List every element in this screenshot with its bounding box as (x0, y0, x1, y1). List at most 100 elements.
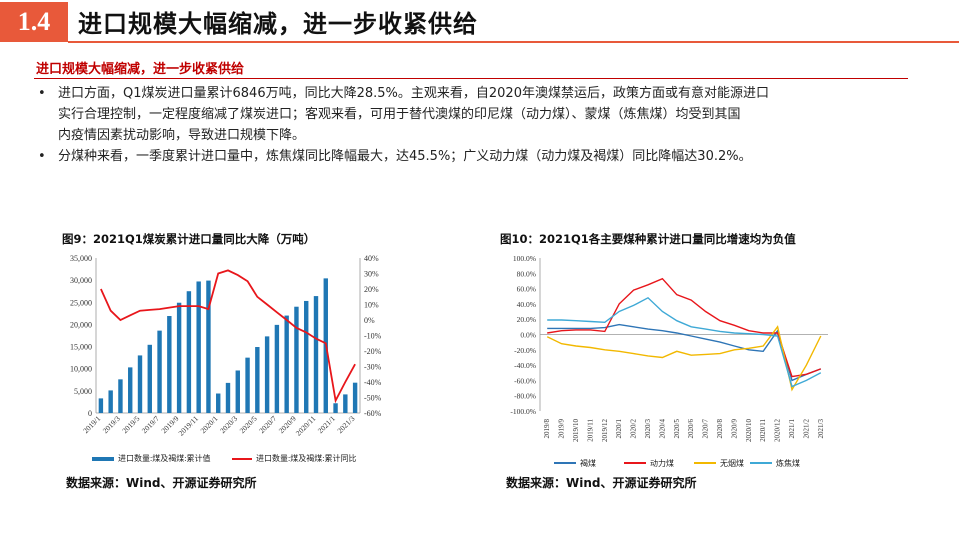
bullet-line: 内疫情因素扰动影响，导致进口规模下降。 (58, 128, 306, 143)
x-tick-label: 2021/2 (802, 419, 810, 439)
bullet-line: 分煤种来看，一季度累计进口量中，炼焦煤同比降幅最大，达45.5%；广义动力煤（动… (58, 149, 752, 164)
y-right-tick-label: -30% (364, 363, 382, 372)
bar (176, 302, 182, 413)
x-tick-label: 2019/5 (120, 414, 141, 435)
x-tick-label: 2019/3 (101, 414, 122, 435)
x-tick-label: 2020/9 (730, 419, 738, 439)
y-left-tick-label: 10,000 (70, 365, 92, 374)
legend-label: 炼焦煤 (776, 458, 800, 468)
x-tick-label: 2020/6 (687, 419, 695, 439)
bar (206, 280, 211, 413)
section-number-badge: 1.4 (0, 2, 68, 42)
figure-10-title: 图10：2021Q1各主要煤种累计进口量同比增速均为负值 (500, 232, 796, 246)
bar (304, 300, 309, 413)
x-tick-label: 2019/9 (558, 419, 566, 439)
series-line-yoy (100, 269, 356, 404)
y-right-tick-label: -20% (364, 347, 382, 356)
bar (245, 357, 250, 413)
y-left-tick-label: 30,000 (70, 276, 92, 285)
sub-heading: 进口规模大幅缩减，进一步收紧供给 (36, 62, 245, 77)
x-tick-label: 2020/5 (238, 414, 259, 435)
sub-heading-rule (34, 78, 908, 79)
title-underline (68, 41, 959, 43)
x-tick-label: 2021/1 (316, 414, 337, 435)
y-tick-label: 40.0% (517, 300, 536, 309)
legend-label: 进口数量:煤及褐煤:累计同比 (256, 453, 356, 463)
bar (274, 324, 280, 413)
page-title: 进口规模大幅缩减，进一步收紧供给 (78, 10, 478, 38)
bar (128, 367, 133, 413)
y-tick-label: 20.0% (517, 315, 536, 324)
y-right-tick-label: -50% (364, 394, 382, 403)
y-right-tick-label: 40% (364, 254, 379, 263)
legend-label: 动力煤 (650, 458, 674, 468)
y-left-tick-label: 0 (88, 409, 92, 418)
x-tick-label: 2020/7 (702, 419, 710, 439)
figure-9-source: 数据来源：Wind、开源证券研究所 (66, 476, 257, 490)
series-line (547, 323, 822, 382)
chart-coal-type-growth: -100.0% -80.0% -60.0% -40.0% -20.0% 0.0% 20.0%… (510, 254, 828, 468)
x-tick-label: 2019/11 (177, 414, 201, 438)
y-left-tick-label: 25,000 (70, 298, 92, 307)
legend-label: 褐煤 (580, 458, 596, 468)
x-tick-label: 2019/11 (586, 419, 594, 442)
bar (108, 390, 113, 413)
bullet-marker: • (38, 86, 46, 101)
y-left-tick-label: 20,000 (70, 320, 92, 329)
bullet-line: 实行合理控制，一定程度缩减了煤炭进口；客观来看，可用于替代澳煤的印尼煤（动力煤）… (58, 107, 741, 122)
x-tick-label: 2019/8 (543, 419, 551, 439)
bar (196, 281, 201, 413)
x-tick-label: 2020/4 (658, 419, 666, 439)
x-tick-label: 2020/10 (745, 419, 753, 442)
x-tick-label: 2019/10 (572, 419, 580, 442)
x-tick-label: 2020/12 (774, 419, 782, 442)
x-tick-label: 2021/3 (335, 414, 356, 435)
y-right-tick-label: 20% (364, 285, 379, 294)
y-tick-label: 80.0% (517, 269, 536, 278)
bar (157, 330, 162, 413)
bullet-list: • 进口方面，Q1煤炭进口量累计6846万吨，同比大降28.5%。主观来看，自2… (36, 83, 916, 167)
y-tick-label: -60.0% (514, 376, 536, 385)
bar (225, 382, 231, 413)
legend-label: 无烟煤 (720, 458, 744, 468)
y-tick-label: 0.0% (520, 331, 536, 340)
y-right-tick-label: 30% (364, 270, 379, 279)
x-tick-label: 2020/2 (630, 419, 638, 439)
bar (284, 315, 289, 413)
bar (147, 344, 152, 413)
x-tick-label: 2020/3 (218, 414, 239, 435)
chart-coal-imports: 0 5,000 10,000 15,000 20,000 25,000 30,000 35,0… (70, 254, 382, 463)
x-tick-label: 2020/1 (199, 414, 220, 435)
x-tick-label: 2020/1 (615, 419, 623, 439)
bullet-item: • 进口方面，Q1煤炭进口量累计6846万吨，同比大降28.5%。主观来看，自2… (36, 83, 916, 146)
bullet-item: • 分煤种来看，一季度累计进口量中，炼焦煤同比降幅最大，达45.5%；广义动力煤… (36, 146, 916, 167)
y-left-tick-label: 35,000 (70, 254, 92, 263)
y-right-tick-label: -10% (364, 332, 382, 341)
x-tick-label: 2020/8 (716, 419, 724, 439)
figure-9-title: 图9：2021Q1煤炭累计进口量同比大降（万吨） (62, 232, 316, 246)
bar (333, 403, 338, 413)
bar (264, 336, 270, 413)
bar (186, 291, 192, 413)
y-right-tick-label: 0% (364, 316, 375, 325)
x-tick-label: 2020/11 (759, 419, 767, 442)
legend-swatch-bar (92, 457, 114, 461)
y-tick-label: 100.0% (513, 254, 536, 263)
x-tick-label: 2019/7 (140, 414, 161, 435)
bullet-line: 进口方面，Q1煤炭进口量累计6846万吨，同比大降28.5%。主观来看，自202… (58, 86, 769, 101)
bar (118, 379, 123, 413)
series-line (546, 325, 822, 392)
bar (352, 382, 358, 413)
bar (255, 347, 260, 413)
bar (235, 370, 240, 413)
x-tick-label: 2020/11 (294, 414, 318, 438)
bar (137, 355, 143, 413)
x-tick-label: 2019/12 (601, 419, 609, 442)
x-tick-label: 2020/5 (673, 419, 681, 439)
bullet-marker: • (38, 149, 46, 164)
bar (167, 316, 172, 413)
bar (343, 394, 348, 413)
y-right-tick-label: 10% (364, 301, 379, 310)
x-tick-label: 2019/1 (81, 414, 102, 435)
series-line (547, 296, 822, 388)
